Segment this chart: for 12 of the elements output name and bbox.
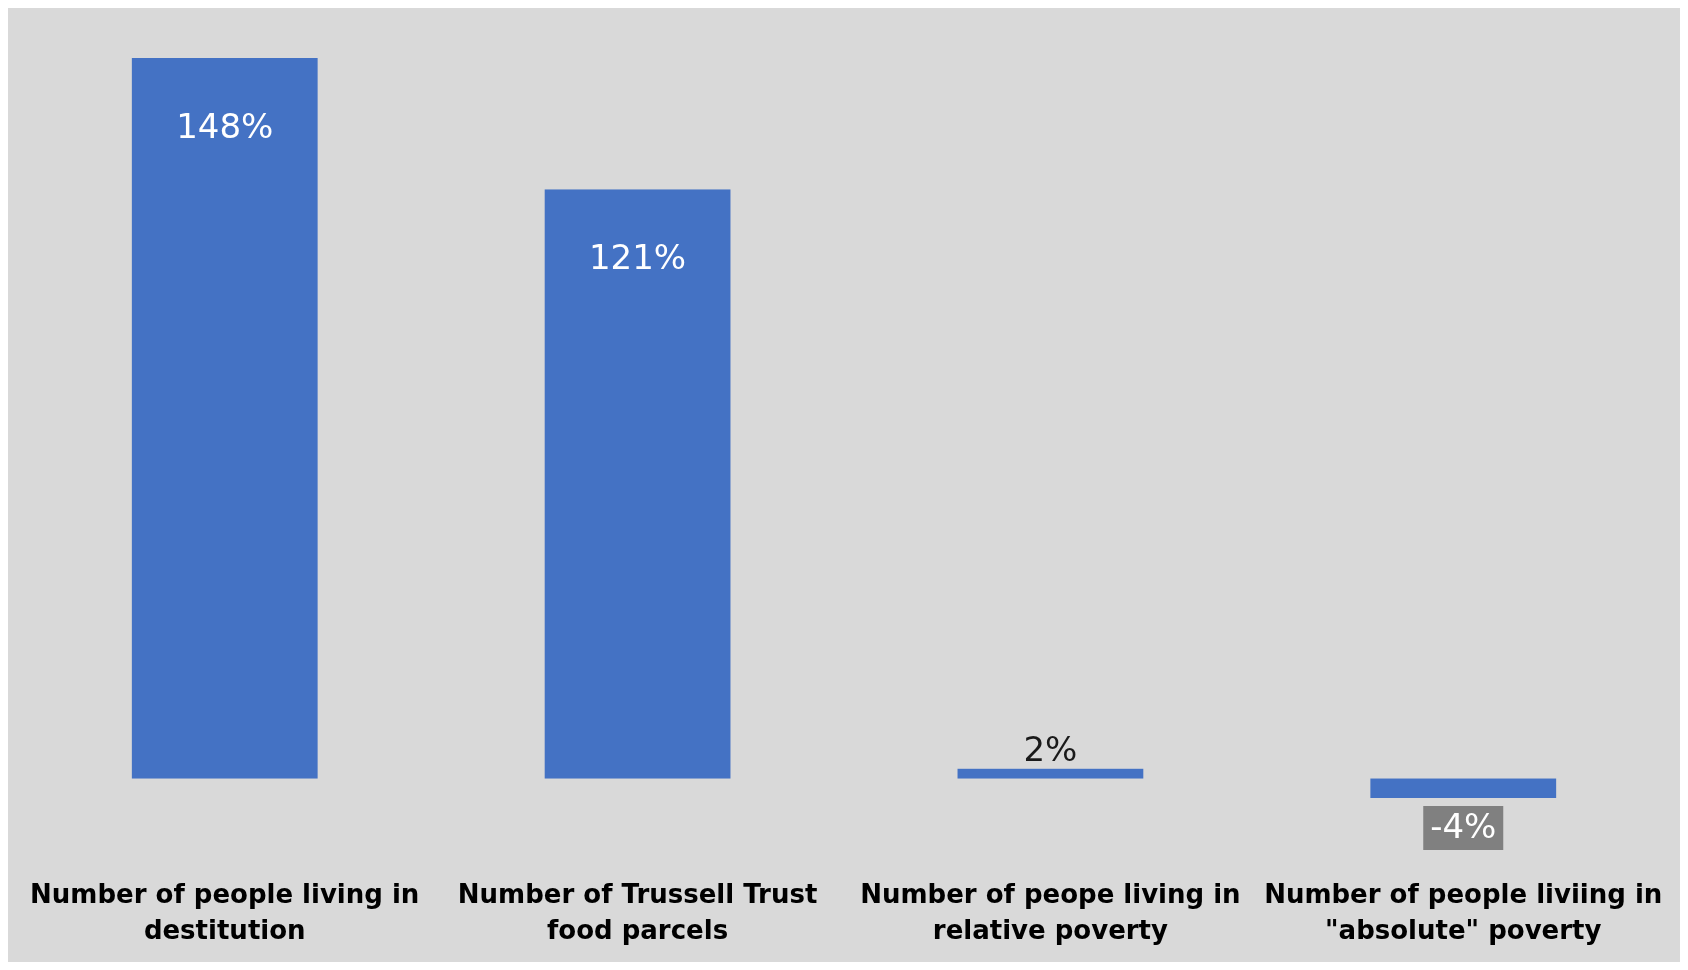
bar xyxy=(131,58,318,779)
bar xyxy=(957,768,1144,779)
x-tick-label: Number of people liviing in "absolute" poverty xyxy=(1264,879,1663,945)
x-tick-label: Number of people living in destitution xyxy=(30,879,420,945)
x-tick-label: Number of peope living in relative poverty xyxy=(860,879,1241,945)
data-label: 148% xyxy=(176,106,274,146)
x-tick-label: Number of Trussell Trust food parcels xyxy=(457,879,818,945)
bar xyxy=(1370,778,1557,798)
data-label: -4% xyxy=(1430,806,1497,846)
data-label: 2% xyxy=(1023,728,1078,769)
data-label: 121% xyxy=(588,237,687,278)
bar xyxy=(544,189,731,779)
